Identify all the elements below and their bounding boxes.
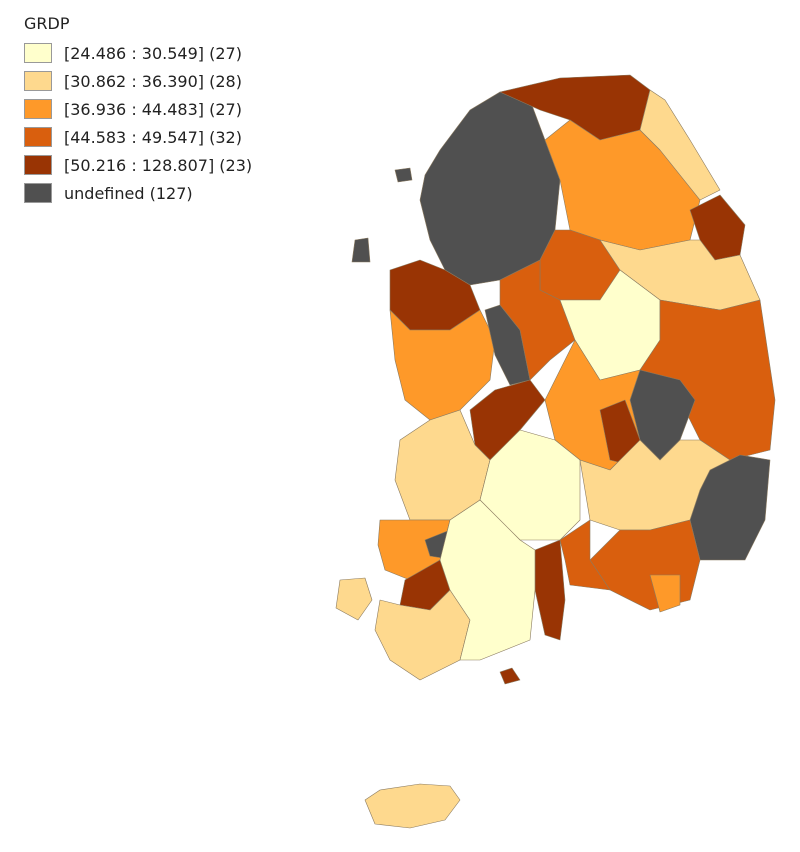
legend-swatch xyxy=(24,71,52,91)
legend-item: [30.862 : 36.390] (28) xyxy=(24,67,252,95)
legend-label: [44.583 : 49.547] (32) xyxy=(64,127,242,147)
legend-title: GRDP xyxy=(24,14,70,33)
region xyxy=(589,519,701,611)
region xyxy=(499,259,576,381)
legend-swatch xyxy=(24,43,52,63)
legend-swatch xyxy=(24,127,52,147)
legend-swatch xyxy=(24,99,52,119)
regions xyxy=(335,74,776,829)
region xyxy=(364,783,461,829)
legend-item: [50.216 : 128.807] (23) xyxy=(24,151,252,179)
legend-label: [36.936 : 44.483] (27) xyxy=(64,99,242,119)
legend-swatch xyxy=(24,155,52,175)
region xyxy=(419,91,561,286)
legend: GRDP [24.486 : 30.549] (27) [30.862 : 36.… xyxy=(24,14,252,207)
legend-item: undefined (127) xyxy=(24,179,252,207)
legend-label: [30.862 : 36.390] (28) xyxy=(64,71,242,91)
region xyxy=(335,577,373,621)
region xyxy=(649,574,681,613)
legend-label: [24.486 : 30.549] (27) xyxy=(64,43,242,63)
legend-item: [24.486 : 30.549] (27) xyxy=(24,39,252,67)
region xyxy=(351,237,371,263)
legend-item: [36.936 : 44.483] (27) xyxy=(24,95,252,123)
legend-item: [44.583 : 49.547] (32) xyxy=(24,123,252,151)
region xyxy=(534,539,566,641)
region xyxy=(439,499,536,661)
legend-label: [50.216 : 128.807] (23) xyxy=(64,155,253,175)
region xyxy=(639,89,721,201)
region xyxy=(559,519,611,591)
region xyxy=(394,167,413,183)
legend-swatch xyxy=(24,183,52,203)
legend-label: undefined (127) xyxy=(64,183,193,203)
region xyxy=(499,667,521,685)
region xyxy=(389,309,496,421)
